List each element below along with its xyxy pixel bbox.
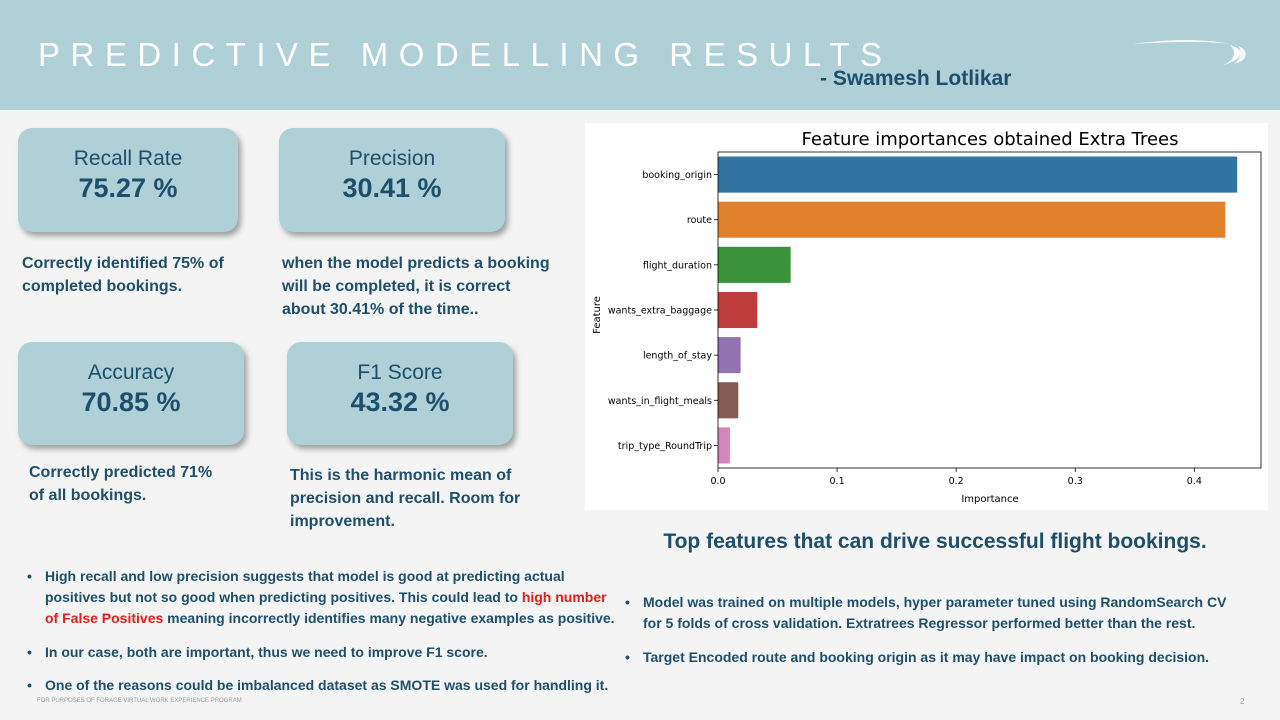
- accuracy-value: 70.85 %: [81, 387, 181, 417]
- accuracy-description: Correctly predicted 71% of all bookings.: [29, 464, 213, 504]
- precision-label: Precision: [348, 147, 436, 170]
- f1-score-description: This is the harmonic mean of precision an…: [290, 467, 521, 530]
- page-number: 2: [1240, 697, 1245, 706]
- x-tick-label: 0.2: [949, 476, 964, 487]
- author-name: - Swamesh Lotlikar: [820, 67, 1012, 90]
- bar-wants_in_flight_meals: [718, 382, 739, 419]
- left-bullet-list: • High recall and low precision suggests …: [27, 566, 617, 696]
- highlight-false-positives: high number of False Positives: [45, 589, 607, 626]
- bullet-model-training: • Model was trained on multiple models, h…: [625, 594, 1227, 631]
- y-tick-label: booking_origin: [642, 170, 712, 181]
- chart-x-axis-label: Importance: [961, 494, 1018, 505]
- y-tick-label: trip_type_RoundTrip: [618, 441, 712, 452]
- bullet-dot: •: [625, 594, 630, 610]
- footer-note: FOR PURPOSES OF FORAGE VIRTUAL WORK EXPE…: [37, 698, 242, 704]
- recall-description: Correctly identified 75% of completed boo…: [22, 255, 224, 295]
- bar-trip_type_RoundTrip: [718, 427, 730, 464]
- accuracy-label: Accuracy: [87, 361, 175, 384]
- recall-rate-label: Recall Rate: [73, 147, 183, 170]
- recall-rate-value: 75.27 %: [78, 173, 178, 203]
- y-tick-label: wants_extra_baggage: [608, 306, 712, 317]
- chart-y-axis-label: Feature: [592, 296, 603, 334]
- plot-frame: [717, 151, 1262, 469]
- bullet-target-encoding: • Target Encoded route and booking origin…: [625, 647, 1240, 668]
- y-tick-label: wants_in_flight_meals: [608, 396, 712, 407]
- y-tick-label: length_of_stay: [643, 351, 712, 362]
- bullet-imbalanced-dataset: • One of the reasons could be imbalanced …: [27, 675, 617, 696]
- precision-description: when the model predicts a booking will be…: [282, 255, 550, 318]
- accuracy-card: Accuracy 70.85 %: [18, 342, 244, 445]
- precision-value: 30.41 %: [342, 173, 442, 203]
- bullet-dot: •: [27, 568, 32, 584]
- f1-score-label: F1 Score: [357, 361, 443, 384]
- bullet-dot: •: [27, 644, 32, 660]
- bar-route: [718, 201, 1226, 238]
- x-tick-label: 0.0: [710, 476, 725, 487]
- bar-flight_duration: [718, 246, 791, 283]
- bar-booking_origin: [718, 156, 1238, 193]
- bullet-dot: •: [27, 677, 32, 693]
- bullet-recall-precision: • High recall and low precision suggests …: [27, 568, 615, 626]
- feature-importance-chart-svg: Feature importances obtained Extra Trees…: [592, 129, 1262, 505]
- feature-importance-chart: Feature importances obtained Extra Trees…: [585, 123, 1268, 510]
- header-banner: PREDICTIVE MODELLING RESULTS - Swamesh L…: [0, 0, 1280, 110]
- bullet-f1-importance: • In our case, both are important, thus w…: [27, 642, 617, 663]
- bullet-dot: •: [625, 649, 630, 665]
- y-tick-label: route: [687, 215, 712, 226]
- recall-rate-card: Recall Rate 75.27 %: [18, 128, 238, 232]
- x-tick-label: 0.3: [1068, 476, 1083, 487]
- y-tick-label: flight_duration: [643, 260, 712, 271]
- bar-length_of_stay: [718, 337, 741, 374]
- page-title: PREDICTIVE MODELLING RESULTS: [38, 36, 893, 73]
- x-tick-label: 0.4: [1187, 476, 1202, 487]
- speedmarque-logo-icon: [1132, 40, 1246, 66]
- x-tick-label: 0.1: [830, 476, 845, 487]
- f1-score-value: 43.32 %: [350, 387, 450, 417]
- f1-score-card: F1 Score 43.32 %: [287, 342, 513, 445]
- chart-title: Feature importances obtained Extra Trees: [802, 129, 1179, 150]
- bar-wants_extra_baggage: [718, 291, 758, 329]
- right-bullet-list: • Model was trained on multiple models, h…: [625, 592, 1240, 668]
- precision-card: Precision 30.41 %: [279, 128, 505, 232]
- chart-caption: Top features that can drive successful f…: [663, 530, 1207, 553]
